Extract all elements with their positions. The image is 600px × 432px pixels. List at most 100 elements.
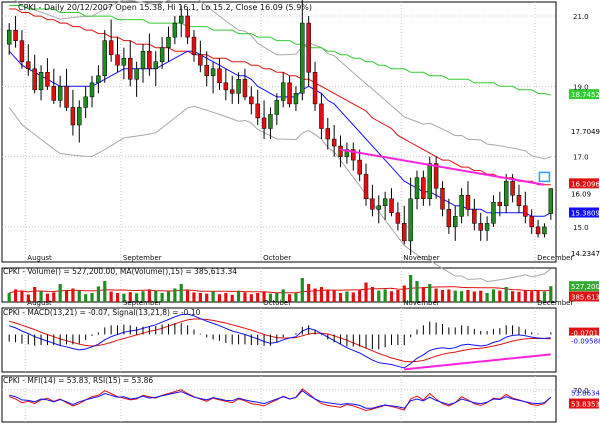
candle-down: [351, 149, 356, 161]
candle-down: [402, 223, 407, 242]
candle-down: [115, 54, 120, 66]
month-label-price: October: [263, 254, 291, 262]
candle-down: [312, 72, 318, 105]
candle-down: [395, 212, 401, 224]
candle-up: [300, 22, 305, 94]
macd-trendline: [404, 353, 551, 371]
candle-up: [236, 79, 241, 94]
lower-band-line: [8, 105, 552, 283]
candle-up: [6, 29, 12, 45]
candle-down: [306, 22, 311, 73]
candle-down: [516, 194, 522, 207]
rsi-line: [9, 390, 552, 409]
candle-up: [293, 93, 299, 105]
candle-up: [159, 47, 165, 62]
candle-down: [529, 216, 534, 228]
candle-up: [382, 198, 388, 207]
candle-down: [185, 15, 190, 38]
tag-macd-lower-bg: [569, 335, 599, 346]
month-label-price: August: [27, 254, 52, 262]
price-trendline: [340, 148, 545, 186]
candle-down: [255, 103, 260, 119]
candle-up: [376, 205, 381, 210]
tag-macd-lower: -0.09588: [571, 338, 600, 346]
price-title: CPKI - Daily 20/12/2007 Open 15.38, Hi 1…: [18, 3, 312, 12]
candle-down: [523, 205, 528, 217]
candle-down: [325, 128, 331, 140]
candle-up: [268, 114, 273, 129]
candle-down: [357, 159, 362, 175]
month-label-price: December: [537, 254, 573, 262]
tag-band-bg: [569, 126, 599, 136]
candle-down: [51, 86, 57, 101]
candle-up: [38, 72, 44, 91]
tag-volume-ma-bg: [569, 291, 599, 302]
candle-down: [108, 40, 114, 55]
candle-up: [140, 50, 146, 70]
candle-down: [32, 68, 37, 91]
tag-volume-bg: [569, 281, 599, 292]
candle-down: [510, 180, 515, 196]
tag-ma-long-bg: [569, 89, 599, 100]
candle-up: [414, 177, 420, 200]
candle-down: [19, 40, 25, 62]
tag-volume-ma: 385,613: [571, 293, 600, 301]
candle-up: [121, 57, 127, 66]
candle-down: [319, 103, 324, 129]
candle-down: [229, 89, 235, 94]
tag-mfi: 53.8353: [571, 401, 600, 409]
candle-down: [198, 54, 203, 66]
ma-long-line: [9, 5, 551, 96]
candle-up: [210, 68, 216, 77]
month-label-price: September: [123, 254, 162, 262]
tag-ma-short: 15.3809: [571, 210, 600, 218]
tag-close-bg: [569, 188, 599, 199]
candle-up: [427, 163, 432, 200]
candle-down: [478, 223, 483, 231]
candle-up: [153, 61, 158, 70]
ma-mid-line: [9, 8, 551, 186]
tag-volume: 527,200: [571, 283, 600, 291]
candle-down: [45, 72, 50, 87]
candle-down: [13, 29, 18, 41]
candle-down: [64, 86, 69, 108]
candle-down: [217, 68, 222, 84]
candle-up: [89, 82, 95, 98]
candle-down: [204, 64, 209, 77]
tag-low-bg: [569, 247, 599, 258]
month-label-volume: December: [537, 299, 573, 307]
candle-down: [363, 173, 369, 200]
highlight-box: [538, 171, 551, 183]
tag-ma-mid-bg: [569, 178, 599, 189]
candle-up: [344, 149, 350, 157]
candle-down: [421, 177, 426, 200]
candle-down: [191, 36, 197, 55]
tag-rsi-bg: [569, 387, 599, 398]
tag-close: 16.09: [571, 191, 591, 199]
candle-down: [242, 79, 248, 98]
candle-down: [287, 82, 292, 105]
candle-up: [542, 226, 547, 235]
tag-ma-short-bg: [569, 207, 599, 218]
volume-title: CPKI - Volume() = 527,200.00, MA(Volume(…: [3, 267, 237, 276]
candle-up: [96, 75, 101, 84]
macd-line: [9, 313, 551, 369]
candle-down: [535, 226, 541, 235]
candle-up: [172, 22, 178, 38]
month-label-price: November: [403, 254, 440, 262]
candle-down: [26, 61, 31, 70]
candle-down: [389, 198, 394, 214]
candle-up: [453, 216, 458, 228]
candle-down: [147, 50, 152, 70]
candle-down: [249, 96, 254, 105]
candle-down: [446, 209, 452, 228]
tag-rsi: 53.8634: [571, 389, 600, 397]
candle-up: [77, 107, 82, 126]
month-label-volume: September: [123, 299, 162, 307]
tag-macd-upper: -0.0701: [571, 330, 598, 338]
candle-down: [223, 82, 229, 91]
price-tick-label: 19.0: [573, 83, 589, 91]
tag-ma-mid: 16.2096: [571, 180, 600, 188]
candle-up: [166, 36, 171, 48]
candle-up: [491, 202, 496, 224]
